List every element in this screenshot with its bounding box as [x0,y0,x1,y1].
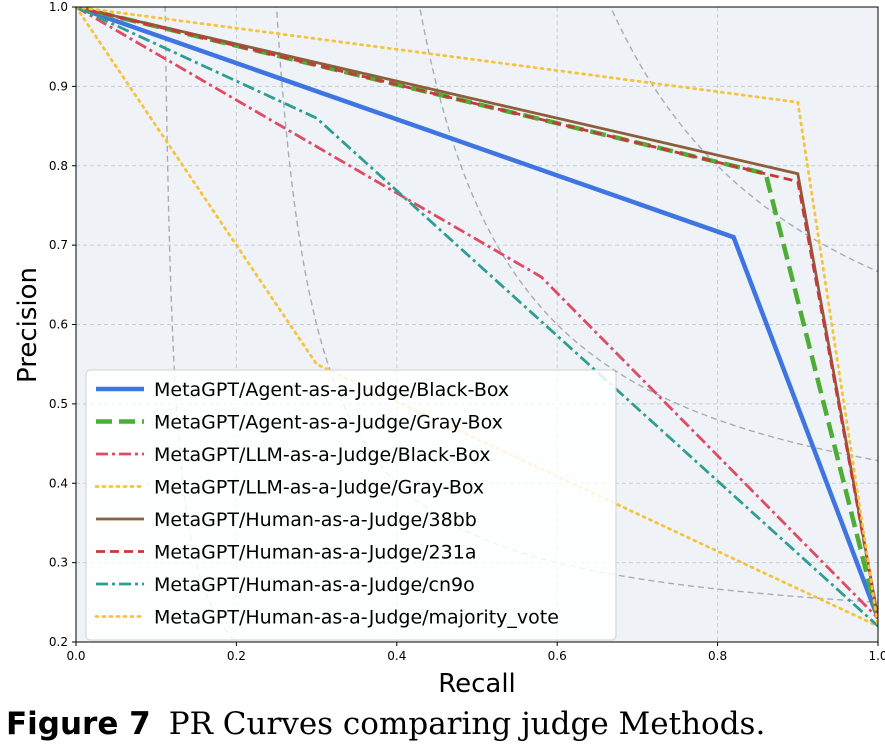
x-tick-label: 0.2 [227,649,246,663]
x-tick-label: 1.0 [868,649,885,663]
x-tick-label: 0.8 [708,649,727,663]
legend-entry: MetaGPT/Human-as-a-Judge/38bb [154,509,477,531]
legend-entry: MetaGPT/Human-as-a-Judge/cn9o [154,574,475,596]
y-tick-label: 0.2 [49,635,68,649]
legend-entry: MetaGPT/Human-as-a-Judge/231a [154,542,476,564]
figure-caption: Figure 7 PR Curves comparing judge Method… [6,706,765,742]
series-line [76,7,878,628]
y-tick-label: 0.3 [49,556,68,570]
series-line [76,7,878,619]
y-tick-label: 0.4 [49,476,68,490]
legend-entry: MetaGPT/LLM-as-a-Judge/Gray-Box [154,477,484,499]
legend-entry: MetaGPT/Agent-as-a-Judge/Black-Box [154,379,509,401]
legend: MetaGPT/Agent-as-a-Judge/Black-Box MetaGP… [85,369,617,641]
series-line [76,7,878,628]
x-axis-label: Recall [438,669,516,699]
figure-label: Figure 7 [6,706,151,742]
axis-ticks: 0.0 0.2 0.4 0.6 0.8 1.00.20.30.40.50.60.70.80… [49,0,885,663]
y-tick-label: 0.6 [49,318,68,332]
x-tick-label: 0.4 [387,649,406,663]
series-line [76,7,878,620]
series-line [76,7,878,619]
y-axis-label: Precision [13,267,43,383]
iso-f1-curve [418,7,878,462]
series-lines [76,7,878,628]
y-tick-label: 0.9 [49,79,68,93]
legend-entry: MetaGPT/Human-as-a-Judge/majority_vote [154,607,559,629]
y-tick-label: 0.8 [49,159,68,173]
x-tick-label: 0.6 [548,649,567,663]
x-tick-label: 0.0 [66,649,85,663]
y-tick-label: 0.5 [49,397,68,411]
y-tick-label: 0.7 [49,238,68,252]
y-tick-label: 1.0 [49,0,68,14]
pr-curve-chart: 0.0 0.2 0.4 0.6 0.8 1.00.20.30.40.50.60.70.80… [13,0,885,699]
series-line [76,7,878,619]
legend-entry: MetaGPT/Agent-as-a-Judge/Gray-Box [154,412,503,434]
legend-box [85,369,617,641]
series-line [76,7,878,619]
legend-entry: MetaGPT/LLM-as-a-Judge/Black-Box [154,444,491,466]
figure-caption-text: PR Curves comparing judge Methods. [168,706,766,742]
